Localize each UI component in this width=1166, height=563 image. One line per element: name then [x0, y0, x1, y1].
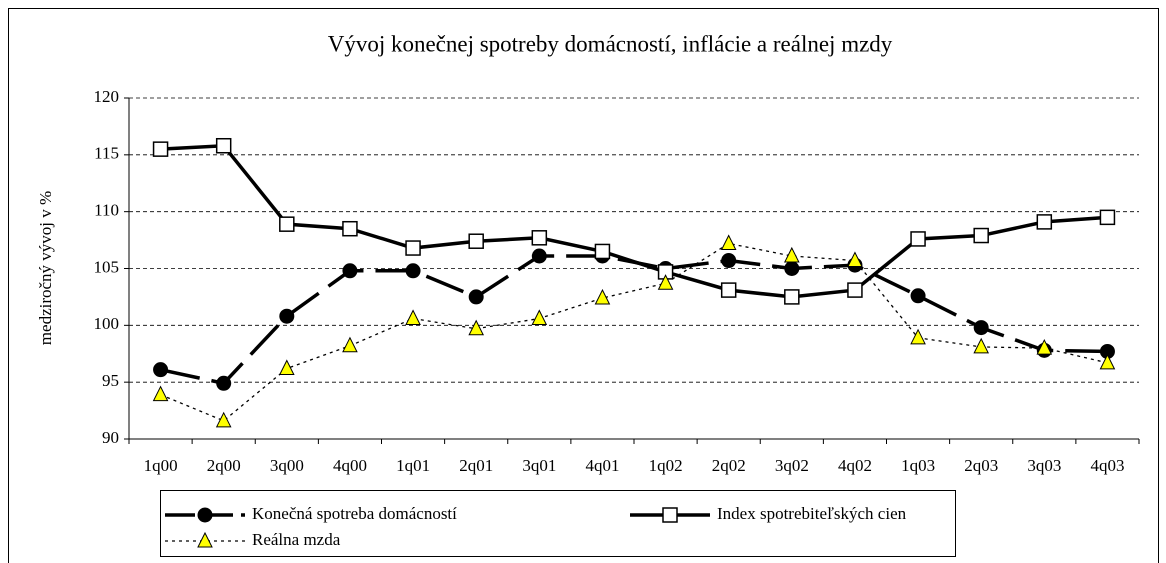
point — [153, 362, 169, 378]
series-line — [160, 143, 1108, 299]
point — [405, 240, 421, 256]
legend-marker — [662, 507, 678, 523]
point — [215, 411, 232, 428]
x-tick-label: 4q03 — [1090, 456, 1124, 475]
point — [847, 282, 863, 298]
legend-label: Index spotrebiteľských cien — [717, 504, 907, 523]
point — [405, 263, 421, 279]
point — [594, 243, 611, 260]
x-tick-label: 1q00 — [144, 456, 178, 475]
chart-title: Vývoj konečnej spotreby domácností, infl… — [328, 31, 893, 56]
point — [657, 274, 674, 290]
x-tick-label: 2q02 — [712, 456, 746, 475]
x-tick-label: 4q01 — [585, 456, 619, 475]
point — [531, 248, 547, 264]
x-tick-label: 1q02 — [649, 456, 683, 475]
x-tick-label: 3q03 — [1027, 456, 1061, 475]
point — [594, 288, 611, 305]
point — [784, 289, 800, 305]
point — [279, 216, 295, 232]
legend-label: Reálna mzda — [252, 530, 341, 549]
point — [1036, 338, 1053, 355]
x-tick-label: 4q00 — [333, 456, 367, 475]
x-tick-label: 2q00 — [207, 456, 241, 475]
y-tick-label: 100 — [94, 314, 120, 333]
y-tick-label: 95 — [102, 371, 119, 390]
point — [152, 141, 169, 157]
x-tick-label: 1q01 — [396, 456, 430, 475]
series-line — [160, 242, 1108, 422]
point — [468, 319, 484, 336]
point — [973, 227, 989, 244]
point — [279, 308, 295, 324]
point — [531, 230, 548, 246]
point — [468, 233, 484, 249]
y-tick-label: 90 — [102, 428, 119, 447]
chart-frame — [8, 8, 1159, 563]
legend — [160, 490, 956, 557]
point — [152, 385, 169, 402]
point — [720, 234, 737, 250]
y-tick-label: 105 — [94, 257, 120, 276]
point — [216, 375, 232, 391]
y-tick-label: 110 — [94, 201, 119, 220]
point — [721, 253, 737, 269]
point — [215, 137, 232, 154]
x-tick-label: 2q03 — [964, 456, 998, 475]
x-tick-label: 3q00 — [270, 456, 304, 475]
x-tick-label: 3q02 — [775, 456, 809, 475]
point — [910, 231, 926, 247]
y-axis-label: medziročný vývoj v % — [36, 191, 55, 345]
point — [784, 261, 800, 276]
point — [784, 246, 800, 263]
point — [1099, 353, 1116, 370]
point — [342, 220, 358, 237]
point — [910, 328, 926, 345]
x-tick-label: 4q02 — [838, 456, 872, 475]
legend-marker — [197, 531, 213, 548]
y-tick-label: 120 — [94, 87, 120, 106]
x-tick-label: 1q03 — [901, 456, 935, 475]
point — [342, 336, 358, 353]
point — [1099, 209, 1116, 226]
point — [405, 309, 421, 326]
x-tick-label: 2q01 — [459, 456, 493, 475]
point — [973, 337, 989, 354]
point — [468, 289, 484, 305]
legend-label: Konečná spotreba domácností — [252, 504, 457, 523]
point — [847, 251, 863, 268]
point — [531, 309, 548, 326]
point — [720, 282, 737, 298]
x-tick-label: 3q01 — [522, 456, 556, 475]
legend-marker — [197, 507, 213, 523]
point — [342, 263, 358, 279]
y-tick-label: 115 — [94, 144, 119, 163]
point — [910, 288, 926, 304]
point — [279, 359, 295, 376]
point — [1036, 214, 1053, 230]
point — [973, 320, 989, 336]
